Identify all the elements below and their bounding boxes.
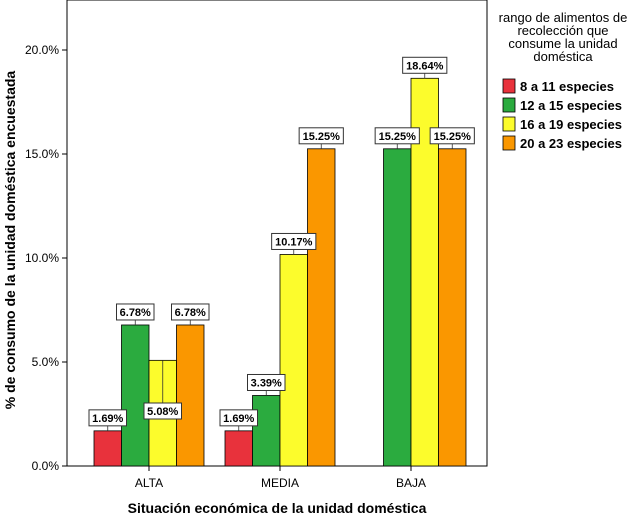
legend-swatch (502, 116, 516, 132)
data-label: 1.69% (219, 409, 258, 427)
x-axis-title: Situación económica de la unidad domésti… (128, 500, 427, 516)
legend-label: 8 a 11 especies (520, 79, 614, 94)
y-tick-label: 20.0% (25, 43, 59, 57)
data-label-box (429, 127, 475, 145)
data-label-text: 10.17% (275, 236, 313, 248)
y-tick-label: 5.0% (32, 355, 60, 369)
data-label: 10.17% (271, 232, 317, 250)
data-label-box (298, 127, 344, 145)
bar-alta-4 (176, 324, 205, 467)
data-label-text: 15.25% (434, 131, 472, 143)
x-tick-label: MEDIA (261, 476, 299, 490)
legend-swatch (502, 78, 516, 94)
data-label-box (171, 303, 210, 321)
bars: 1.69% 6.78% 5.08% 6.78% 1.69% 3.39% 10.17% 15.2… (88, 56, 475, 467)
data-label: 18.64% (402, 56, 448, 74)
x-tick-label: ALTA (135, 476, 163, 490)
data-label-box (271, 232, 317, 250)
data-label: 1.69% (88, 409, 127, 427)
legend-title-line: consume la unidad (508, 36, 617, 51)
data-label-box (374, 127, 420, 145)
data-label: 6.78% (116, 303, 155, 321)
y-tick-label: 15.0% (25, 147, 59, 161)
legend-title-line: doméstica (533, 49, 593, 64)
legend-swatch (502, 97, 516, 113)
data-label-box (402, 56, 448, 74)
data-label-text: 3.39% (251, 377, 282, 389)
data-label-box (247, 373, 286, 391)
data-label-text: 1.69% (223, 413, 254, 425)
data-label-text: 15.25% (379, 131, 417, 143)
bar-alta-1 (93, 430, 122, 467)
bar-media-4 (307, 148, 336, 467)
bar-media-1 (224, 430, 253, 467)
data-label: 6.78% (171, 303, 210, 321)
data-label-text: 5.08% (147, 406, 178, 418)
data-label-text: 1.69% (92, 413, 123, 425)
bar-alta-2 (121, 324, 150, 467)
legend-label: 16 a 19 especies (520, 117, 622, 132)
data-label-text: 15.25% (303, 131, 341, 143)
y-axis: 0.0% 5.0% 10.0% 15.0% 20.0% (25, 43, 67, 473)
data-label: 15.25% (429, 127, 475, 145)
y-tick-label: 0.0% (32, 459, 60, 473)
data-label: 5.08% (143, 402, 182, 420)
y-axis-title: % de consumo de la unidad doméstica encu… (2, 71, 18, 410)
legend-title-line: recolección que (517, 23, 608, 38)
bar-baja-4 (438, 148, 467, 467)
data-label: 3.39% (247, 373, 286, 391)
bar-baja-2 (383, 148, 412, 467)
y-tick-label: 10.0% (25, 251, 59, 265)
data-label-box (88, 409, 127, 427)
x-tick-label: BAJA (396, 476, 426, 490)
data-label-box (116, 303, 155, 321)
bar-media-3 (279, 254, 308, 467)
data-label-box (143, 402, 182, 420)
legend-swatch (502, 135, 516, 151)
data-label-box (219, 409, 258, 427)
data-label-text: 6.78% (175, 307, 206, 319)
x-axis: ALTA MEDIA BAJA (135, 466, 426, 490)
legend-label: 12 a 15 especies (520, 98, 622, 113)
bar-media-2 (252, 395, 281, 467)
legend-label: 20 a 23 especies (520, 136, 622, 151)
data-label-text: 18.64% (406, 60, 444, 72)
legend-title-line: rango de alimentos de (499, 10, 628, 25)
data-label-text: 6.78% (120, 307, 151, 319)
data-label: 15.25% (374, 127, 420, 145)
data-label: 15.25% (298, 127, 344, 145)
